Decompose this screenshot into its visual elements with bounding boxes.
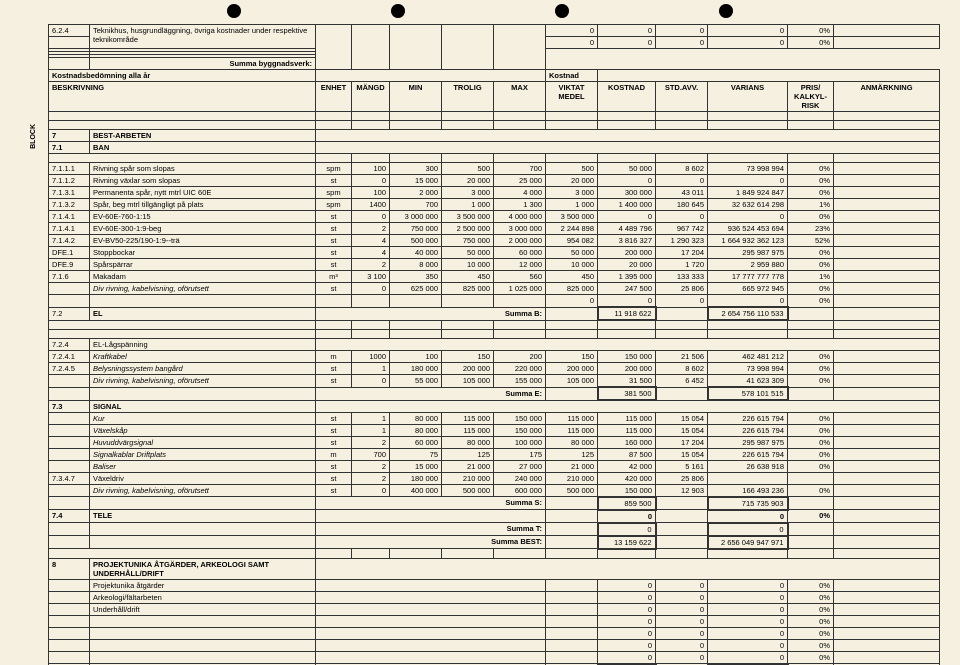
table-row: 0000% (49, 615, 940, 627)
punch-hole (227, 4, 241, 18)
table-row: 0000% (49, 627, 940, 639)
table-row: Signalkablar Driftplats m 700 75 125 175… (49, 448, 940, 460)
summa-best-row: Summa BEST: 13 159 6222 656 049 947 971 (49, 536, 940, 549)
column-header-row: BESKRIVNING ENHET MÄNGD MIN TROLIG MAX V… (49, 82, 940, 112)
summa-e-row: Summa E: 381 500578 101 515 (49, 387, 940, 400)
desc-cell: Teknikhus, husgrundläggning, övriga kost… (90, 25, 316, 49)
summa-b-row: 7.2EL Summa B: 11 918 622 2 654 756 110 … (49, 307, 940, 320)
table-row: Div rivning, kabelvisning, oförutsett st… (49, 484, 940, 497)
punch-hole (719, 4, 733, 18)
punch-hole (391, 4, 405, 18)
table-row: 7.1.4.1 EV-60E-760-1:15 st 0 3 000 000 3… (49, 211, 940, 223)
cost-table: 6.2.4 Teknikhus, husgrundläggning, övrig… (48, 24, 940, 665)
table-row: 7.1.3.2 Spår, beg mtrl tillgängligt på p… (49, 199, 940, 211)
table-row: 7.1.4.1 EV-60E-300-1:9-beg st 2 750 000 … (49, 223, 940, 235)
block-label: BLOCK (30, 124, 37, 149)
table-row: 6.2.4 Teknikhus, husgrundläggning, övrig… (49, 25, 940, 37)
table-row: DFE.1 Stoppbockar st 4 40 000 50 000 60 … (49, 247, 940, 259)
table-row: Underhåll/drift 0000% (49, 603, 940, 615)
table-row: 7.3.4.7 Växeldriv st 2 180 000 210 000 2… (49, 472, 940, 484)
section-7-header: 7BEST-ARBETEN (49, 130, 940, 142)
section-8-header: 8PROJEKTUNIKA ÅTGÄRDER, ARKEOLOGI SAMT U… (49, 558, 940, 579)
table-row: 7.1.6 Makadam m³ 3 100 350 450 560 450 1… (49, 271, 940, 283)
table-row: Arkeologi/fältarbeten 0000% (49, 591, 940, 603)
punch-hole (555, 4, 569, 18)
table-row: Div rivning, kabelvisning, oförutsett st… (49, 283, 940, 295)
table-row: 7.1.1.1 Rivning spår som slopas spm 100 … (49, 163, 940, 175)
summa-s-row: Summa S: 859 500715 735 903 (49, 497, 940, 510)
table-row: Div rivning, kabelvisning, oförutsett st… (49, 375, 940, 388)
table-row: 7.2.4.1 Kraftkabel m 1000 100 150 200 15… (49, 351, 940, 363)
summa-t-row: Summa T: 00 (49, 523, 940, 536)
table-row: 0000% (49, 651, 940, 664)
sum-byggnadsverk-label: Summa byggnadsverk: (90, 58, 316, 70)
table-row: 7.1.4.2 EV-BV50-225/190-1:9--trä st 4 50… (49, 235, 940, 247)
table-row: Huvuddvärgsignal st 2 60 000 80 000 100 … (49, 436, 940, 448)
table-row: 0000% (49, 639, 940, 651)
code-cell: 6.2.4 (49, 25, 90, 37)
table-row: DFE.9 Spårspärrar st 2 8 000 10 000 12 0… (49, 259, 940, 271)
header-row: Kostnadsbedömning alla år Kostnad (49, 70, 940, 82)
table-row: 0 0 0 0 0% (49, 295, 940, 308)
table-row: 7.2.4.5 Belysningssystem bangård st 1 18… (49, 363, 940, 375)
table-row: Växelskåp st 1 80 000 115 000 150 000 11… (49, 424, 940, 436)
table-row: 7.1.1.2 Rivning växlar som slopas st 0 1… (49, 175, 940, 187)
table-row: Projektunika åtgärder 0000% (49, 579, 940, 591)
table-row: Kur st 1 80 000 115 000 150 000 115 000 … (49, 412, 940, 424)
table-row: 7.1.3.1 Permanenta spår, nytt mtrl UIC 6… (49, 187, 940, 199)
table-row: Baliser st 2 15 000 21 000 27 000 21 000… (49, 460, 940, 472)
